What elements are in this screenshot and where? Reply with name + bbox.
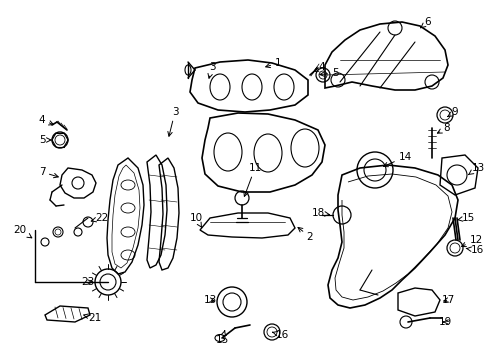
- Text: 13: 13: [203, 295, 217, 305]
- Text: 21: 21: [84, 313, 101, 323]
- Text: 14: 14: [384, 152, 412, 167]
- Text: 18: 18: [311, 208, 329, 218]
- Text: 15: 15: [457, 213, 475, 223]
- Text: 20: 20: [13, 225, 32, 238]
- Text: 16: 16: [466, 245, 484, 255]
- Text: 7: 7: [39, 167, 58, 178]
- Text: 3: 3: [208, 62, 215, 78]
- Text: 10: 10: [190, 213, 202, 227]
- Text: 4: 4: [314, 62, 325, 72]
- Text: 6: 6: [421, 17, 431, 28]
- Text: 5: 5: [39, 135, 51, 145]
- Text: 13: 13: [468, 163, 485, 175]
- Text: 9: 9: [447, 107, 458, 117]
- Text: 4: 4: [39, 115, 53, 125]
- Text: 1: 1: [266, 58, 281, 68]
- Text: 16: 16: [272, 330, 289, 340]
- Text: 11: 11: [244, 163, 262, 197]
- Text: 3: 3: [168, 107, 178, 136]
- Text: 8: 8: [438, 123, 450, 133]
- Text: 23: 23: [81, 277, 95, 287]
- Text: 2: 2: [298, 228, 313, 242]
- Text: 5: 5: [320, 68, 338, 78]
- Text: 15: 15: [216, 331, 229, 345]
- Text: 17: 17: [441, 295, 455, 305]
- Text: 12: 12: [462, 235, 483, 247]
- Text: 22: 22: [91, 213, 109, 223]
- Text: 19: 19: [439, 317, 452, 327]
